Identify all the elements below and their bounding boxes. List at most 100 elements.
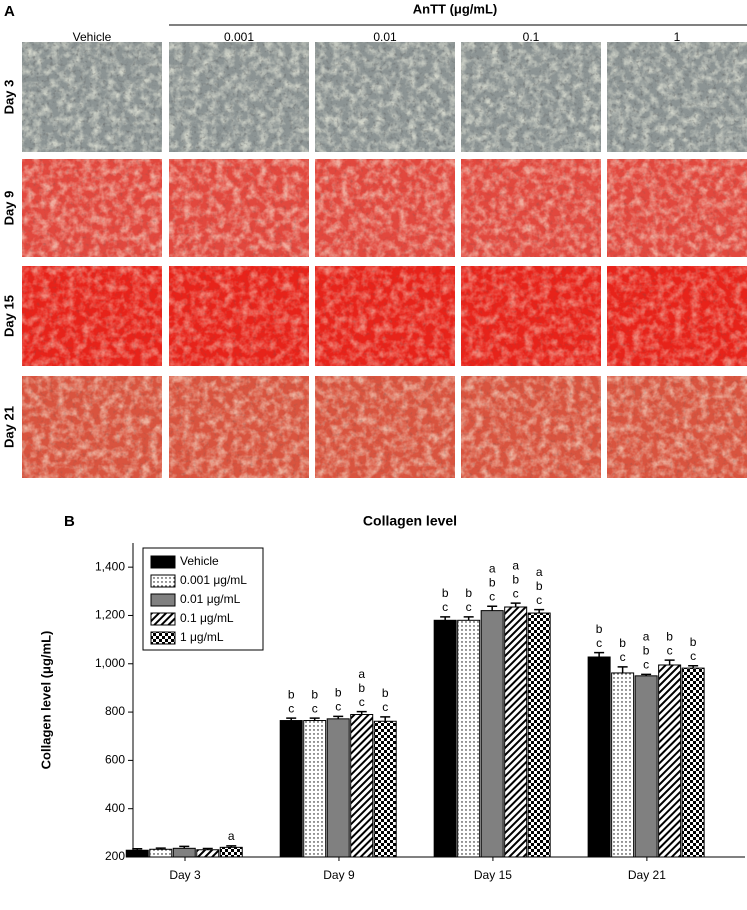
- significance-letter: b: [536, 579, 543, 593]
- significance-letter: a: [643, 630, 650, 644]
- y-tick-label: 800: [105, 704, 125, 718]
- x-tick-label: Day 3: [169, 868, 201, 882]
- bar: [587, 656, 611, 858]
- bar: [303, 720, 327, 858]
- micrograph-texture: [315, 159, 455, 257]
- x-tick-label: Day 9: [323, 868, 355, 882]
- column-label: 0.01: [373, 30, 397, 44]
- bar: [457, 619, 481, 858]
- micrograph-texture: [22, 42, 162, 152]
- significance-letter: b: [465, 586, 472, 600]
- legend-swatch: [150, 631, 176, 645]
- significance-letter: c: [312, 701, 318, 715]
- y-tick-label: 200: [105, 849, 125, 863]
- micrograph-texture: [607, 159, 747, 257]
- significance-letter: c: [596, 636, 602, 650]
- error-bar: [226, 845, 237, 848]
- row-label: Day 15: [1, 295, 16, 337]
- column-label: 0.001: [224, 30, 254, 44]
- error-bar: [463, 616, 474, 621]
- legend-label: 1 μg/mL: [180, 630, 224, 644]
- bar: [350, 713, 374, 858]
- bar: [196, 849, 220, 858]
- x-tick-label: Day 21: [628, 868, 666, 882]
- bar: [433, 619, 457, 858]
- legend-label: 0.01 μg/mL: [180, 592, 241, 606]
- significance-letter: b: [690, 635, 697, 649]
- error-bar: [202, 847, 213, 850]
- significance-letter: c: [643, 658, 649, 672]
- micrograph-texture: [607, 266, 747, 366]
- micrograph-texture: [461, 42, 601, 152]
- legend-label: 0.1 μg/mL: [180, 611, 234, 625]
- significance-letter: b: [596, 622, 603, 636]
- significance-letter: b: [512, 572, 519, 586]
- legend-swatch: [150, 593, 176, 607]
- significance-letter: b: [666, 629, 673, 643]
- significance-letter: b: [311, 687, 318, 701]
- micrograph-texture: [169, 376, 309, 478]
- significance-letter: c: [620, 650, 626, 664]
- y-tick-label: 1,400: [95, 559, 125, 573]
- legend-swatch: [150, 612, 176, 626]
- bar: [125, 849, 149, 858]
- significance-letter: a: [358, 667, 365, 681]
- micrograph-texture: [22, 159, 162, 257]
- significance-letter: a: [512, 558, 519, 572]
- micrograph-texture: [461, 159, 601, 257]
- bar: [658, 664, 682, 858]
- bar: [373, 720, 397, 858]
- error-bar: [487, 605, 498, 611]
- significance-letter: c: [359, 695, 365, 709]
- header: AnTT (μg/mL): [413, 1, 498, 16]
- error-bar: [155, 847, 166, 850]
- error-bar: [440, 616, 451, 621]
- column-label: 1: [674, 30, 681, 44]
- error-bar: [356, 710, 367, 715]
- significance-letter: c: [536, 593, 542, 607]
- micrograph-texture: [607, 42, 747, 152]
- significance-letter: c: [489, 589, 495, 603]
- bar: [527, 612, 551, 858]
- micrograph-texture: [169, 42, 309, 152]
- significance-letter: a: [536, 565, 543, 579]
- bar: [634, 675, 658, 858]
- micrograph-texture: [607, 376, 747, 478]
- micrograph-texture: [22, 266, 162, 366]
- legend-swatch: [150, 574, 176, 588]
- row-label: Day 3: [1, 80, 16, 115]
- micrograph-texture: [461, 266, 601, 366]
- error-bar: [617, 666, 628, 673]
- significance-letter: c: [466, 600, 472, 614]
- bar: [279, 720, 303, 858]
- significance-letter: b: [489, 575, 496, 589]
- bar: [504, 606, 528, 858]
- significance-letter: b: [358, 681, 365, 695]
- error-bar: [510, 602, 521, 608]
- y-tick-label: 1,200: [95, 608, 125, 622]
- bar: [611, 672, 635, 858]
- panel-label: B: [64, 513, 75, 530]
- significance-letter: c: [442, 600, 448, 614]
- y-tick-label: 1,000: [95, 656, 125, 670]
- error-bar: [664, 659, 675, 665]
- micrograph-texture: [315, 376, 455, 478]
- error-bar: [380, 716, 391, 722]
- error-bar: [688, 664, 699, 669]
- y-tick-label: 600: [105, 753, 125, 767]
- significance-letter: c: [513, 586, 519, 600]
- legend-label: 0.001 μg/mL: [180, 573, 247, 587]
- significance-letter: c: [335, 700, 341, 714]
- micrograph-texture: [169, 266, 309, 366]
- bar: [172, 847, 196, 858]
- significance-letter: b: [619, 636, 626, 650]
- y-axis-label: Collagen level (μg/mL): [38, 631, 53, 770]
- significance-letter: c: [690, 649, 696, 663]
- significance-letter: b: [382, 686, 389, 700]
- significance-letter: a: [228, 829, 235, 843]
- error-bar: [132, 848, 143, 851]
- column-label: 0.1: [523, 30, 540, 44]
- legend-swatch: [150, 555, 176, 569]
- significance-letter: c: [288, 701, 294, 715]
